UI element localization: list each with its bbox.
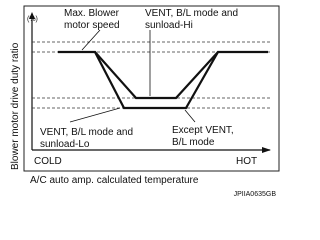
- x-label: A/C auto amp. calculated temperature: [30, 175, 199, 186]
- y-arrow: [29, 12, 35, 19]
- y-unit: (%): [27, 16, 38, 23]
- label-lo-2: sunload-Lo: [40, 139, 90, 150]
- label-max-2: motor speed: [64, 20, 120, 31]
- code: JPIIA0635GB: [234, 191, 277, 198]
- background: [0, 0, 284, 201]
- label-except-1: Except VENT,: [172, 125, 234, 136]
- x-arrow: [262, 147, 271, 153]
- y-label: Blower motor drive duty ratio: [10, 42, 21, 170]
- label-hi-1: VENT, B/L mode and: [145, 8, 238, 19]
- leaders: [69, 29, 196, 123]
- label-lo-1: VENT, B/L mode and: [40, 127, 133, 138]
- label-max-1: Max. Blower: [64, 8, 120, 19]
- x-right: HOT: [236, 156, 257, 167]
- frame: [23, 5, 280, 172]
- curve-lo: [58, 50, 268, 110]
- curve-hi: [94, 51, 219, 100]
- diagram: (%) Blower motor drive duty ratio Max. B…: [0, 0, 284, 201]
- label-hi-2: sunload-Hi: [145, 20, 193, 31]
- label-except-2: B/L mode: [172, 137, 215, 148]
- x-left: COLD: [34, 156, 62, 167]
